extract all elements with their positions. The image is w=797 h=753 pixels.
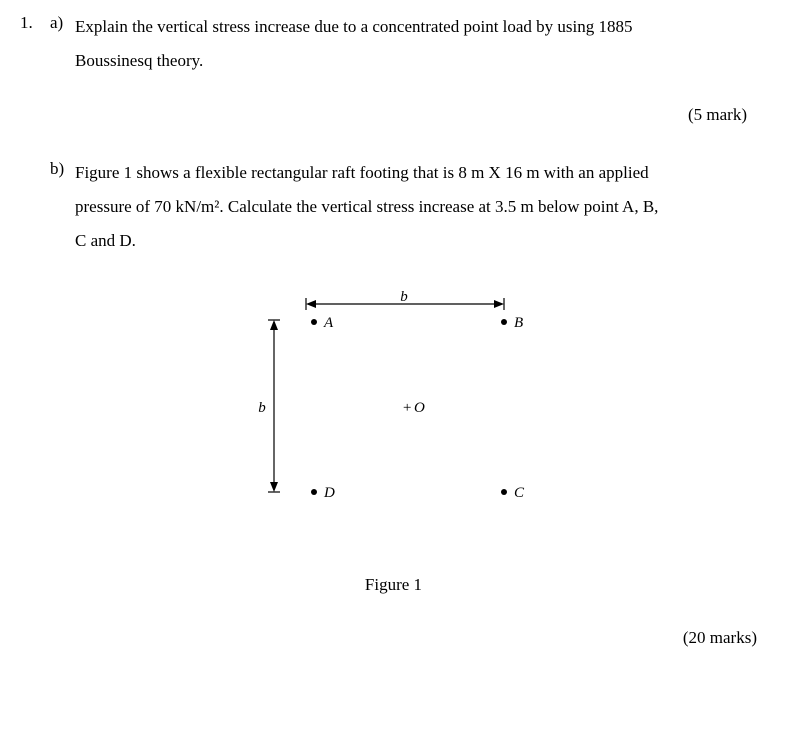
part-b-line2: pressure of 70 kN/m². Calculate the vert… xyxy=(75,197,658,216)
part-a-line1: Explain the vertical stress increase due… xyxy=(75,17,633,36)
question-part-a: 1. a) Explain the vertical stress increa… xyxy=(20,10,767,78)
question-number: 1. xyxy=(20,10,50,36)
question-part-b: b) Figure 1 shows a flexible rectangular… xyxy=(20,156,767,258)
dim-label-b-top: b xyxy=(400,289,408,305)
part-b-marks: (20 marks) xyxy=(20,625,767,651)
part-a-line2: Boussinesq theory. xyxy=(75,51,203,70)
point-d-marker xyxy=(311,489,317,495)
part-letter-b: b) xyxy=(50,156,75,182)
point-b-label: B xyxy=(514,315,523,331)
figure-container: b b A B D C + O xyxy=(20,282,767,562)
part-letter-a: a) xyxy=(50,10,75,36)
dimension-top: b xyxy=(306,289,504,310)
point-a-label: A xyxy=(323,315,334,331)
part-b-text: Figure 1 shows a flexible rectangular ra… xyxy=(75,156,767,258)
part-b-line3: C and D. xyxy=(75,231,136,250)
figure-diagram: b b A B D C + O xyxy=(224,282,564,562)
point-o-label: O xyxy=(414,400,425,416)
part-b-line1: Figure 1 shows a flexible rectangular ra… xyxy=(75,163,649,182)
point-c-marker xyxy=(501,489,507,495)
point-o-plus: + xyxy=(402,400,412,416)
point-d-label: D xyxy=(323,485,335,501)
figure-caption: Figure 1 xyxy=(20,572,767,598)
part-a-marks: (5 mark) xyxy=(20,102,767,128)
dim-label-b-left: b xyxy=(258,400,266,416)
dimension-left: b xyxy=(258,320,280,492)
point-b-marker xyxy=(501,319,507,325)
point-a-marker xyxy=(311,319,317,325)
point-c-label: C xyxy=(514,485,525,501)
part-a-text: Explain the vertical stress increase due… xyxy=(75,10,767,78)
